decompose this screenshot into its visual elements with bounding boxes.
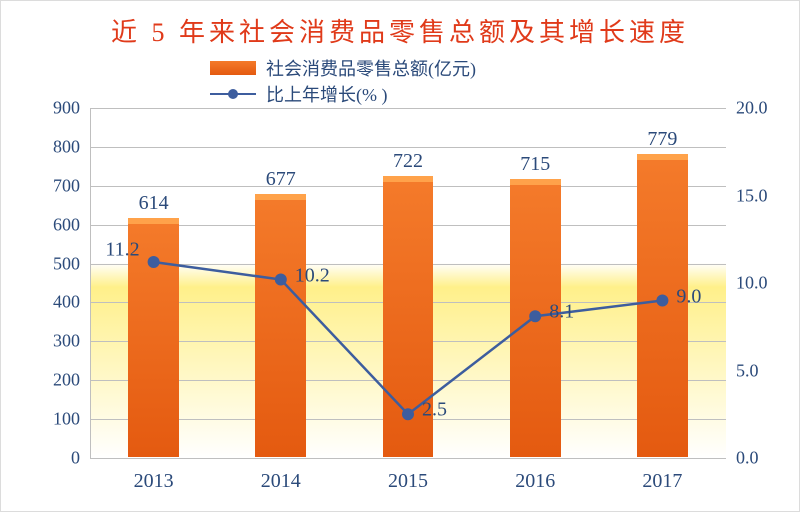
legend-line-label: 比上年增长(% ) [266,81,387,107]
xtick: 2013 [134,458,174,493]
ytick-right: 15.0 [726,185,768,206]
ytick-left: 0 [71,448,90,469]
ytick-left: 400 [53,292,90,313]
legend: 社会消费品零售总额(亿元) 比上年增长(% ) [210,56,476,108]
legend-bar-swatch [210,61,256,75]
ytick-left: 100 [53,409,90,430]
chart-title: 近 5 年来社会消费品零售总额及其增长速度 [0,12,800,49]
ytick-left: 900 [53,98,90,119]
legend-item-line: 比上年增长(% ) [210,82,476,106]
legend-line-swatch [210,87,256,101]
xtick: 2015 [388,458,428,493]
xtick: 2014 [261,458,301,493]
xtick: 2016 [515,458,555,493]
ytick-right: 10.0 [726,273,768,294]
ytick-right: 20.0 [726,98,768,119]
legend-bar-label: 社会消费品零售总额(亿元) [266,55,476,81]
ytick-left: 800 [53,136,90,157]
ytick-left: 500 [53,253,90,274]
ytick-left: 300 [53,331,90,352]
chart-frame: 近 5 年来社会消费品零售总额及其增长速度 社会消费品零售总额(亿元) 比上年增… [0,0,800,512]
ytick-right: 5.0 [726,360,759,381]
ytick-left: 200 [53,370,90,391]
legend-item-bar: 社会消费品零售总额(亿元) [210,56,476,80]
ytick-left: 700 [53,175,90,196]
ytick-right: 0.0 [726,448,759,469]
plot-area: 614677722715779 11.210.22.58.19.0 010020… [90,108,726,458]
ytick-left: 600 [53,214,90,235]
x-axis-ticks: 20132014201520162017 [90,108,726,458]
xtick: 2017 [642,458,682,493]
